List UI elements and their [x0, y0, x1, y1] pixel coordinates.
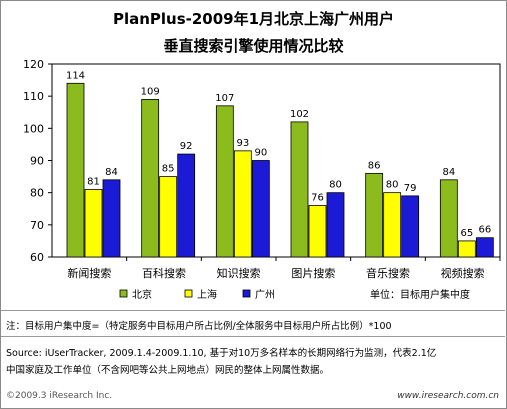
bar-广州-图片搜索	[326, 192, 345, 258]
bar-广州-知识搜索	[251, 160, 270, 258]
x-tick-label: 新闻搜索	[67, 266, 111, 280]
value-label: 86	[368, 160, 381, 171]
legend-label: 广州	[255, 289, 275, 301]
divider	[1, 336, 505, 337]
bar-上海-新闻搜索	[84, 189, 103, 258]
x-tick-label: 音乐搜索	[366, 266, 410, 280]
value-label: 109	[141, 86, 160, 97]
legend-label: 北京	[132, 288, 152, 301]
source-line-2: 中国家庭及工作单位（不含网吧等公共上网地点）网民的整体上网属性数据。	[6, 365, 330, 376]
bar-广州-新闻搜索	[102, 179, 121, 258]
y-tick-label: 110	[23, 90, 44, 103]
value-label: 66	[478, 225, 491, 236]
bar-广州-视频搜索	[475, 237, 494, 258]
legend-swatch	[242, 289, 251, 298]
y-tick-label: 60	[30, 251, 44, 264]
chart-subtitle: 垂直搜索引擎使用情况比较	[163, 37, 344, 55]
value-label: 107	[215, 93, 234, 104]
bar-北京-图片搜索	[290, 121, 309, 258]
value-label: 102	[290, 109, 309, 120]
value-label: 80	[329, 180, 342, 191]
y-tick-label: 80	[30, 187, 44, 200]
value-label: 80	[386, 180, 399, 191]
x-tick-label: 图片搜索	[291, 266, 335, 280]
legend-swatch	[184, 289, 193, 298]
value-label: 92	[180, 141, 193, 152]
bar-上海-图片搜索	[308, 205, 327, 258]
bar-北京-音乐搜索	[365, 172, 384, 258]
value-label: 85	[162, 164, 175, 175]
website: www.iresearch.com.cn	[397, 391, 499, 401]
bar-广州-音乐搜索	[401, 195, 420, 258]
chart-title: PlanPlus-2009年1月北京上海广州用户	[112, 10, 395, 28]
bar-上海-知识搜索	[233, 150, 252, 258]
footnote: 注：目标用户集中度=（特定服务中目标用户所占比例/全体服务中目标用户所占比例）*…	[6, 321, 392, 332]
y-tick-label: 100	[23, 122, 44, 135]
plot-area	[51, 63, 501, 258]
value-label: 76	[311, 193, 324, 204]
bar-上海-音乐搜索	[383, 192, 402, 258]
copyright: ©2009.3 iResearch Inc.	[6, 391, 113, 401]
bar-北京-百科搜索	[141, 98, 160, 258]
bar-chart: 60 70 80 90 100 110 120 114 81 84 109 85 92 107 93 90 1…	[23, 58, 501, 301]
divider	[1, 310, 505, 311]
unit-label: 单位：目标用户集中度	[370, 288, 470, 301]
value-label: 114	[66, 70, 85, 81]
value-label: 90	[254, 148, 267, 159]
x-tick-label: 视频搜索	[441, 266, 485, 280]
y-tick-label: 90	[30, 155, 44, 168]
x-tick-label: 知识搜索	[217, 266, 261, 280]
bar-上海-视频搜索	[457, 240, 476, 258]
y-tick-label: 120	[23, 58, 44, 71]
value-label: 84	[442, 167, 455, 178]
x-tick-label: 百科搜索	[142, 266, 186, 280]
source-line-1: Source: iUserTracker, 2009.1.4-2009.1.10…	[6, 348, 437, 359]
y-tick-label: 70	[30, 219, 44, 232]
bar-广州-百科搜索	[177, 153, 196, 258]
value-label: 81	[87, 176, 100, 187]
bar-北京-知识搜索	[215, 105, 234, 258]
value-label: 65	[460, 228, 473, 239]
bar-上海-百科搜索	[159, 176, 178, 258]
value-label: 84	[105, 167, 118, 178]
legend-swatch	[119, 289, 128, 298]
bar-北京-视频搜索	[439, 179, 458, 258]
value-label: 79	[404, 183, 417, 194]
legend-label: 上海	[197, 288, 217, 301]
value-label: 93	[236, 138, 249, 149]
bar-北京-新闻搜索	[66, 82, 85, 258]
